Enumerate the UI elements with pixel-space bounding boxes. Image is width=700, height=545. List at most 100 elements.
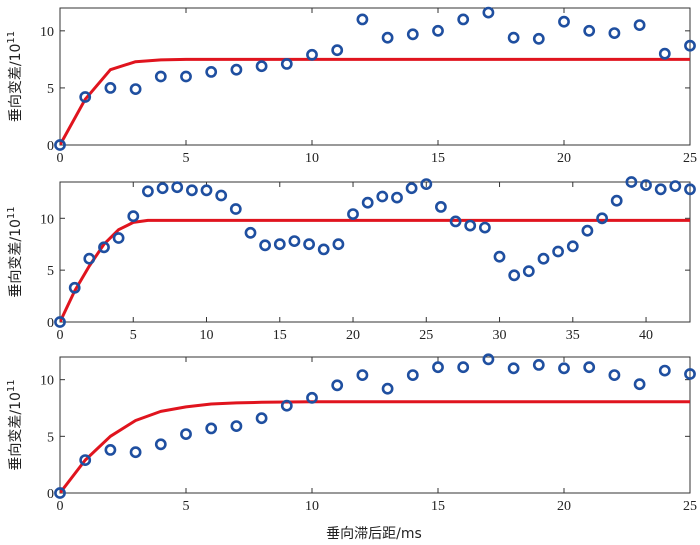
subplot-3: 0 5 10 15 20 25 0 5 10 垂向变差/1011 [6, 353, 697, 514]
x-tick-label: 25 [683, 151, 697, 166]
data-point [566, 240, 579, 253]
data-point [596, 212, 608, 225]
data-point [583, 24, 596, 37]
x-tick-label: 10 [200, 328, 214, 343]
y-axis-label: 垂向变差/1011 [6, 379, 24, 470]
data-point [273, 238, 286, 251]
data-point [180, 428, 192, 440]
y-axis-label-exponent: 11 [6, 206, 17, 219]
y-tick-label: 10 [40, 25, 54, 40]
data-point [331, 44, 344, 57]
data-point [185, 184, 198, 197]
data-point [306, 48, 318, 61]
x-tick-label: 10 [305, 499, 319, 514]
data-point [558, 362, 570, 375]
data-point [79, 91, 92, 103]
data-point [608, 27, 621, 39]
data-point [381, 382, 394, 395]
y-axis-label: 垂向变差/1011 [6, 206, 24, 297]
data-point [156, 182, 169, 195]
fit-line [60, 400, 690, 493]
data-point [141, 185, 154, 198]
x-tick-label: 15 [431, 499, 445, 514]
x-tick-label: 15 [431, 151, 445, 166]
data-point [640, 179, 652, 191]
data-point [406, 369, 419, 381]
data-point [457, 13, 470, 26]
data-point [54, 487, 66, 499]
x-tick-label: 25 [683, 499, 697, 514]
data-point [406, 28, 419, 41]
data-point [129, 446, 142, 459]
fit-line [60, 57, 690, 145]
data-point [215, 189, 228, 202]
data-point [205, 66, 218, 78]
data-point [79, 454, 92, 466]
data-point [180, 70, 192, 83]
data-point [537, 252, 550, 265]
data-point [610, 194, 623, 207]
data-point [244, 226, 257, 239]
y-axis-label-exponent: 11 [6, 379, 17, 392]
data-point [255, 60, 268, 73]
data-point [482, 353, 495, 366]
data-point [68, 281, 81, 294]
data-point [457, 361, 470, 374]
x-tick-label: 5 [130, 328, 137, 343]
data-point [508, 269, 521, 282]
data-point [432, 361, 444, 374]
y-axis-label-exponent: 11 [6, 31, 17, 44]
y-tick-label: 0 [47, 487, 54, 502]
data-point [583, 361, 596, 374]
data-point [129, 83, 142, 95]
data-point [356, 369, 369, 381]
data-point [391, 191, 403, 204]
data-point [625, 176, 638, 188]
data-point [229, 203, 242, 215]
data-point [507, 31, 520, 44]
data-point [127, 210, 140, 223]
data-point [552, 245, 564, 258]
data-point [669, 180, 682, 192]
data-point [317, 243, 330, 256]
data-point [347, 208, 359, 220]
data-point [104, 82, 117, 94]
y-axis-label-text: 垂向变差/10 [8, 219, 24, 298]
fit-line [60, 218, 690, 322]
y-tick-label: 5 [47, 430, 54, 445]
y-axis-label: 垂向变差/1011 [6, 31, 24, 122]
data-point [532, 32, 545, 45]
data-point [684, 368, 696, 380]
data-point [83, 252, 96, 265]
data-point [54, 139, 66, 151]
x-tick-label: 10 [305, 151, 319, 166]
data-point [280, 399, 293, 412]
data-point [154, 438, 167, 451]
data-point [230, 420, 243, 432]
plot-frame [59, 356, 691, 494]
data-point [356, 13, 369, 26]
x-tick-label: 30 [493, 328, 507, 343]
y-tick-label: 10 [40, 212, 54, 227]
data-point [420, 178, 433, 190]
data-point [507, 362, 520, 375]
data-point [331, 379, 344, 392]
data-point [104, 443, 117, 456]
x-tick-label: 15 [273, 328, 287, 343]
plot-frame [59, 181, 691, 323]
y-tick-label: 0 [47, 139, 54, 154]
data-point [522, 265, 535, 278]
data-point [255, 412, 268, 425]
data-point [684, 183, 696, 196]
data-point [230, 63, 243, 76]
data-point [493, 250, 506, 263]
data-point [332, 238, 345, 251]
data-point [532, 358, 545, 371]
data-point [280, 58, 293, 70]
data-point [361, 196, 374, 209]
y-tick-label: 5 [47, 264, 54, 279]
y-axis-label-text: 垂向变差/10 [8, 392, 24, 471]
subplot-2: 0 5 10 15 20 25 30 35 40 0 5 10 垂向变差/1011 [6, 176, 696, 343]
data-point [449, 215, 462, 228]
data-point [432, 24, 444, 37]
